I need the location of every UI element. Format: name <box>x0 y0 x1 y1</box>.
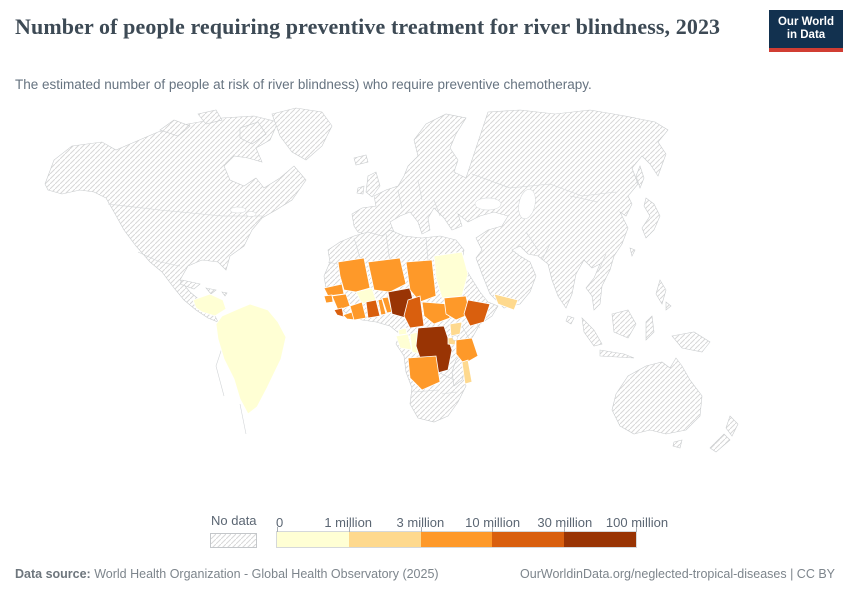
legend-tick-labels: 0 1 million 3 million 10 million 30 mill… <box>276 513 668 531</box>
country-central-african-republic[interactable] <box>421 301 451 325</box>
page-title: Number of people requiring preventive tr… <box>15 14 721 39</box>
landmass-north-america <box>44 115 307 323</box>
landmass-philippines <box>655 279 672 311</box>
country-malawi[interactable] <box>461 359 473 385</box>
country-niger[interactable] <box>367 257 407 293</box>
data-source-label: Data source: <box>15 567 91 581</box>
landmass-arctic-islands <box>159 109 267 145</box>
world-map-svg <box>44 107 739 453</box>
legend-tick-10m: 10 million <box>465 515 521 530</box>
country-guinea-bissau[interactable] <box>323 294 334 304</box>
country-cote-divoire[interactable] <box>349 301 367 321</box>
legend-bin-1-3m[interactable] <box>348 532 421 547</box>
map-legend: No data 0 1 million 3 million 10 million… <box>210 513 668 548</box>
landmass-east-asian-islands <box>565 165 661 325</box>
legend-tick-100m: 100 million <box>605 515 669 530</box>
landmass-eurasia <box>351 109 669 311</box>
legend-tick-0: 0 <box>276 515 284 530</box>
country-venezuela[interactable] <box>192 293 227 317</box>
country-chad[interactable] <box>405 259 437 303</box>
legend-tick-3m: 3 million <box>396 515 445 530</box>
owid-logo-line2: in Data <box>786 29 826 41</box>
inland-water <box>229 188 536 341</box>
legend-bin-10-30m[interactable] <box>492 532 565 547</box>
country-uganda[interactable] <box>449 321 463 337</box>
legend-no-data-swatch[interactable] <box>210 533 257 548</box>
country-ethiopia[interactable] <box>463 299 491 327</box>
landmass-iceland <box>353 154 369 166</box>
country-brazil[interactable] <box>215 303 287 415</box>
footer: Data source: World Health Organization -… <box>15 567 835 581</box>
legend-no-data-label: No data <box>211 513 257 528</box>
country-mali[interactable] <box>337 257 371 293</box>
country-cameroon[interactable] <box>403 295 425 329</box>
country-togo[interactable] <box>377 298 387 316</box>
landmass-caribbean <box>179 279 228 297</box>
landmass-new-zealand <box>709 415 739 453</box>
country-ghana[interactable] <box>365 299 381 319</box>
landmass-australia <box>611 357 703 449</box>
data-source-text: World Health Organization - Global Healt… <box>90 567 439 581</box>
credit-link[interactable]: OurWorldinData.org/neglected-tropical-di… <box>520 567 835 581</box>
page-subtitle: The estimated number of people at risk o… <box>15 77 592 92</box>
legend-tick-30m: 30 million <box>537 515 593 530</box>
country-borders <box>107 173 617 435</box>
landmass-indonesia <box>581 309 711 359</box>
owid-logo-line1: Our World <box>777 15 834 28</box>
landmass-greenland <box>271 107 333 161</box>
legend-tick-1m: 1 million <box>324 515 373 530</box>
owid-logo[interactable]: Our World in Data <box>769 10 843 52</box>
data-source: Data source: World Health Organization -… <box>15 567 439 581</box>
data-countries <box>192 251 519 415</box>
country-south-sudan[interactable] <box>443 295 471 321</box>
country-sierra-leone[interactable] <box>333 307 345 318</box>
legend-bin-0-1m[interactable] <box>277 532 349 547</box>
legend-bar-block: 0 1 million 3 million 10 million 30 mill… <box>276 513 668 548</box>
legend-bin-30-100m[interactable] <box>564 532 636 547</box>
country-yemen[interactable] <box>493 293 519 311</box>
legend-color-bar <box>276 527 637 548</box>
country-tanzania[interactable] <box>455 337 479 365</box>
landmass-british-isles <box>356 171 381 198</box>
country-angola[interactable] <box>407 355 441 391</box>
legend-bin-3-10m[interactable] <box>420 532 493 547</box>
legend-no-data-block: No data <box>210 513 257 548</box>
world-map <box>10 104 840 498</box>
